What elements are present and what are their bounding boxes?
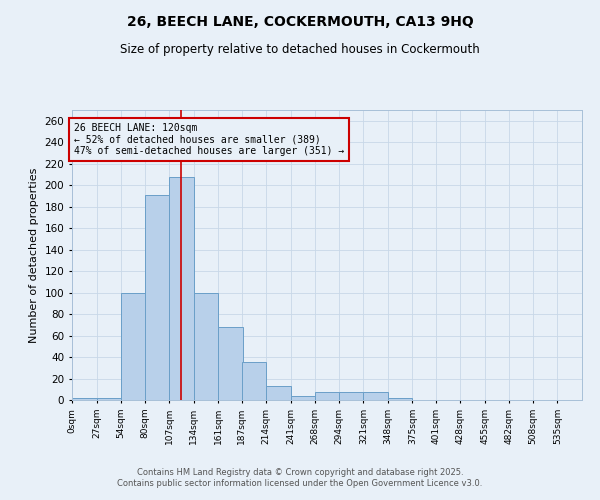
Bar — [72, 398, 97, 400]
Bar — [242, 362, 266, 400]
Text: Size of property relative to detached houses in Cockermouth: Size of property relative to detached ho… — [120, 42, 480, 56]
Bar — [363, 392, 388, 400]
Bar — [97, 398, 121, 400]
Bar — [339, 392, 363, 400]
Bar — [194, 292, 218, 400]
Text: 26 BEECH LANE: 120sqm
← 52% of detached houses are smaller (389)
47% of semi-det: 26 BEECH LANE: 120sqm ← 52% of detached … — [74, 123, 344, 156]
Bar — [218, 327, 242, 400]
Y-axis label: Number of detached properties: Number of detached properties — [29, 168, 39, 342]
Bar — [291, 396, 315, 400]
Bar — [121, 292, 146, 400]
Bar — [266, 386, 291, 400]
Text: 26, BEECH LANE, COCKERMOUTH, CA13 9HQ: 26, BEECH LANE, COCKERMOUTH, CA13 9HQ — [127, 15, 473, 29]
Bar — [315, 392, 340, 400]
Text: Contains HM Land Registry data © Crown copyright and database right 2025.
Contai: Contains HM Land Registry data © Crown c… — [118, 468, 482, 487]
Bar — [388, 398, 412, 400]
Bar — [169, 176, 194, 400]
Bar — [145, 195, 169, 400]
